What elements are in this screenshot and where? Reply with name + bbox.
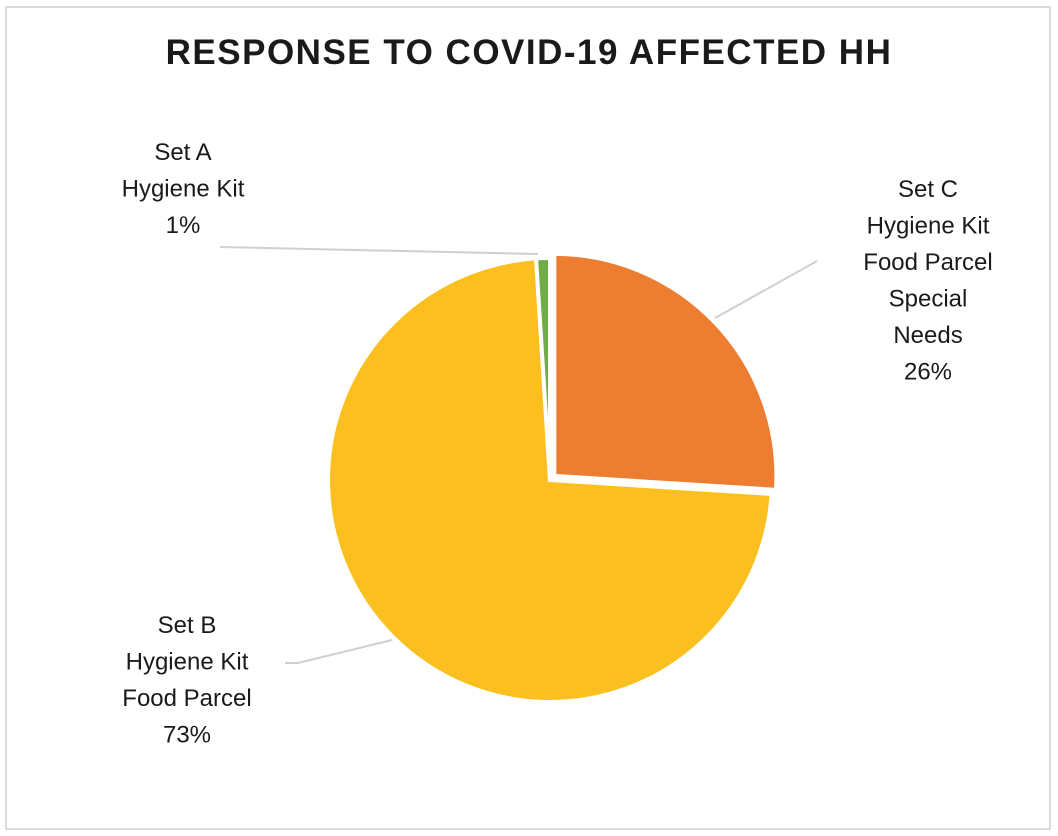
pie-slice-1 — [552, 251, 779, 492]
data-label-1: Set C Hygiene Kit Food Parcel Special Needs 2… — [863, 176, 992, 386]
leader-line-2 — [285, 639, 393, 664]
leader-line-1 — [714, 260, 818, 319]
data-label-2: Set B Hygiene Kit Food Parcel 73% — [122, 612, 251, 749]
chart-title: RESPONSE TO COVID-19 AFFECTED HH — [165, 33, 893, 72]
data-label-3: Set A Hygiene Kit 1% — [122, 139, 245, 239]
pie-slice-2 — [326, 256, 774, 704]
leader-line-3 — [219, 246, 539, 255]
pie-slice-3 — [533, 255, 552, 481]
